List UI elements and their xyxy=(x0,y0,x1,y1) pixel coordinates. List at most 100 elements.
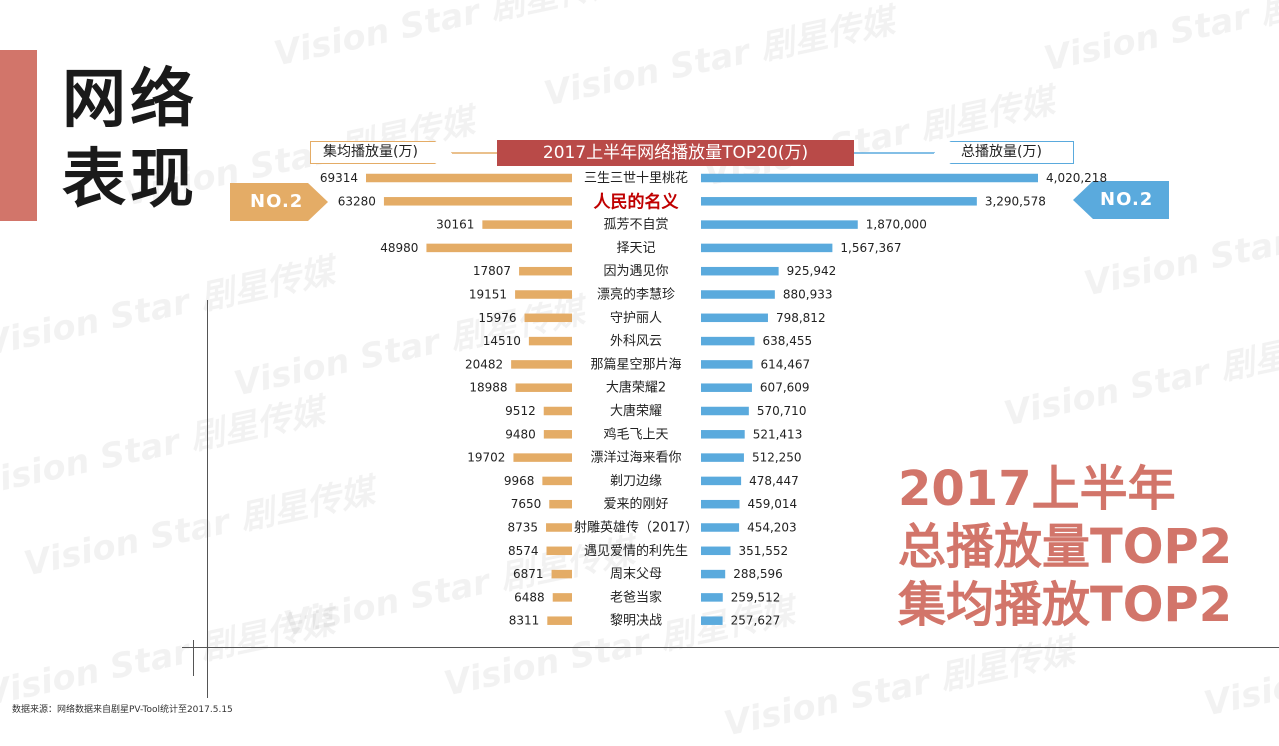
data-label-right: 288,596 xyxy=(733,567,783,581)
data-label-left: 6488 xyxy=(514,590,545,604)
bar-right-series xyxy=(701,430,745,439)
data-label-right: 570,710 xyxy=(757,404,807,418)
bar-left-series xyxy=(383,197,572,206)
summary-caption-line2: 总播放量TOP2 xyxy=(898,519,1233,575)
right-series-tag: 总播放量(万) xyxy=(934,141,1074,164)
left-badge-shape xyxy=(230,183,328,221)
bar-right-series xyxy=(701,290,775,299)
bar-right-series xyxy=(701,453,744,462)
data-label-right: 3,290,578 xyxy=(985,194,1046,208)
data-label-right: 607,609 xyxy=(760,381,810,395)
data-label-left: 14510 xyxy=(483,334,521,348)
bar-right-series xyxy=(701,616,723,625)
category-label: 守护丽人 xyxy=(610,311,662,326)
bar-right-series xyxy=(701,476,742,486)
category-label: 外科风云 xyxy=(610,334,662,349)
bar-right-series xyxy=(701,336,755,346)
data-label-right: 454,203 xyxy=(747,521,797,535)
category-label: 漂洋过海来看你 xyxy=(590,450,681,466)
data-label-right: 459,014 xyxy=(747,497,797,511)
bar-left-series xyxy=(542,476,572,486)
data-label-left: 20482 xyxy=(465,357,503,371)
left-badge: NO.2 xyxy=(250,191,304,212)
right-badge-shape xyxy=(1073,181,1169,219)
bar-left-series xyxy=(552,593,572,602)
category-label: 射雕英雄传（2017） xyxy=(574,520,698,536)
data-label-right: 880,933 xyxy=(783,288,833,302)
section-title-line1: 网络 xyxy=(62,63,198,137)
bar-right-series xyxy=(701,173,1038,183)
bar-left-series xyxy=(515,383,572,392)
data-label-left: 30161 xyxy=(436,218,474,232)
divider-vertical xyxy=(207,300,208,698)
category-label: 周末父母 xyxy=(610,567,662,582)
bar-left-series xyxy=(547,616,572,625)
data-label-right: 1,870,000 xyxy=(866,218,927,232)
category-label: 人民的名义 xyxy=(594,191,679,212)
bar-right-series xyxy=(701,383,752,392)
category-label: 爱来的刚好 xyxy=(603,496,668,512)
summary-caption-line3: 集均播放TOP2 xyxy=(898,577,1233,633)
bar-left-series xyxy=(543,406,572,416)
bar-left-series xyxy=(366,173,572,183)
data-label-left: 15976 xyxy=(478,311,516,325)
bar-left-series xyxy=(511,360,572,369)
data-label-left: 18988 xyxy=(469,381,507,395)
section-title-line2: 表现 xyxy=(62,143,198,217)
bar-right-series xyxy=(701,360,753,369)
bar-left-series xyxy=(524,313,572,323)
bar-left-series xyxy=(528,336,572,346)
category-label: 那篇星空那片海 xyxy=(590,357,681,372)
bar-right-series xyxy=(701,197,977,206)
left-series-tag-label: 集均播放量(万) xyxy=(323,144,418,160)
accent-bar xyxy=(0,50,37,221)
bar-left-series xyxy=(543,430,572,439)
data-label-left: 9968 xyxy=(504,474,535,488)
chart: 69314 4,020,218 三生三世十里桃花 63280 3,290,578 人民的名… xyxy=(320,170,1107,629)
data-label-right: 257,627 xyxy=(731,614,781,628)
category-label: 漂亮的李慧珍 xyxy=(597,287,675,303)
data-label-left: 63280 xyxy=(338,194,376,208)
data-label-right: 925,942 xyxy=(787,264,837,278)
category-label: 剃刀边缘 xyxy=(610,474,662,489)
right-series-tag-label: 总播放量(万) xyxy=(961,144,1042,160)
category-label: 因为遇见你 xyxy=(603,264,668,279)
bar-left-series xyxy=(549,499,572,509)
bar-left-series xyxy=(426,243,572,253)
left-series-tag: 集均播放量(万) xyxy=(310,141,452,164)
category-label: 孤芳不自赏 xyxy=(603,218,668,233)
data-label-right: 614,467 xyxy=(761,357,811,371)
data-label-left: 19702 xyxy=(467,451,505,465)
bar-right-series xyxy=(701,569,726,579)
data-label-left: 19151 xyxy=(469,288,507,302)
category-label: 鸡毛飞上天 xyxy=(603,426,668,442)
data-label-left: 9512 xyxy=(505,404,536,418)
category-label: 三生三世十里桃花 xyxy=(584,170,688,186)
data-label-left: 8735 xyxy=(507,521,538,535)
bar-left-series xyxy=(513,453,572,462)
data-label-right: 1,567,367 xyxy=(840,241,901,255)
data-label-right: 638,455 xyxy=(763,334,813,348)
bar-right-series xyxy=(701,523,740,532)
bar-right-series xyxy=(701,593,723,602)
category-label: 遇见爱情的利先生 xyxy=(584,543,688,559)
bar-right-series xyxy=(701,406,749,416)
bar-right-series xyxy=(701,266,779,276)
bar-left-series xyxy=(482,220,572,229)
data-label-left: 6871 xyxy=(513,567,544,581)
divider-vertical-short xyxy=(193,640,194,676)
data-label-left: 9480 xyxy=(505,427,536,441)
bar-left-series xyxy=(519,266,572,276)
bar-left-series xyxy=(546,523,572,532)
data-label-right: 512,250 xyxy=(752,451,802,465)
right-badge: NO.2 xyxy=(1100,189,1154,210)
bar-right-series xyxy=(701,243,833,253)
bar-right-series xyxy=(701,546,731,556)
section-title: 网络 表现 xyxy=(62,60,198,220)
bar-right-series xyxy=(701,499,740,509)
summary-caption-line1: 2017上半年 xyxy=(898,461,1176,517)
data-label-left: 7650 xyxy=(511,497,542,511)
data-source-note: 数据来源：网络数据来自剧星PV-Tool统计至2017.5.15 xyxy=(12,705,233,715)
data-label-right: 521,413 xyxy=(753,427,803,441)
data-label-right: 4,020,218 xyxy=(1046,171,1107,185)
